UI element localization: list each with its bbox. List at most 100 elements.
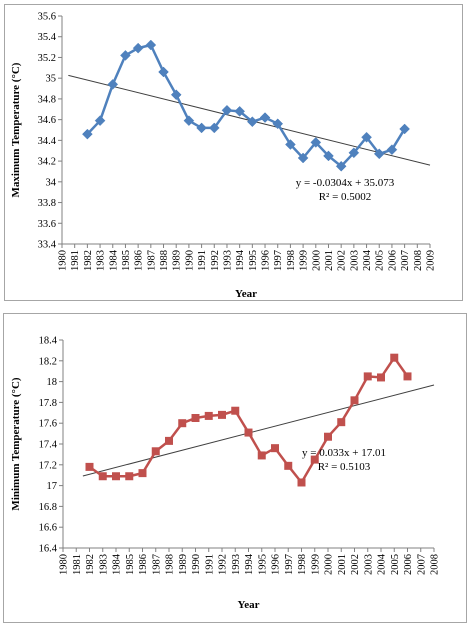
data-point (204, 411, 213, 420)
x-tick-label: 1989 (178, 554, 189, 575)
y-tick-label: 35 (46, 74, 57, 85)
min-temperature-svg: 16.4 16.6 16.8 17 17.2 17.4 17.6 17.8 18 18.2 18.4… (10, 336, 441, 612)
y-tick-label: 17.4 (39, 440, 58, 451)
x-tick-label: 1992 (218, 554, 229, 575)
x-tick-label: 2004 (362, 249, 373, 271)
y-tick-label: 35.4 (38, 32, 57, 43)
data-point (112, 472, 120, 481)
data-point (361, 131, 372, 143)
x-tick-label: 1998 (286, 250, 297, 271)
data-point (244, 428, 253, 437)
data-point (98, 472, 107, 481)
data-point (125, 472, 134, 481)
data-point (132, 42, 144, 54)
y-tick-label: 33.6 (38, 219, 56, 230)
data-point (257, 451, 266, 460)
data-point (259, 112, 271, 123)
data-point (297, 152, 309, 164)
data-point (138, 469, 147, 478)
x-axis-title: Year (238, 599, 260, 611)
data-point (335, 160, 347, 172)
data-point (170, 89, 182, 101)
y-axis-title: Maximum Temperature (°C) (10, 62, 22, 197)
trendline-equation: y = 0.033x + 17.01 (302, 447, 386, 459)
data-point (390, 353, 399, 362)
x-tick-label: 2006 (387, 250, 398, 271)
x-tick-label: 1985 (125, 554, 136, 575)
data-point (272, 118, 284, 130)
data-point (231, 406, 240, 415)
max-temperature-svg: 33.4 33.6 33.8 34 34.2 34.4 34.6 34.8 35 35.2 35.4… (10, 12, 437, 301)
y-tick-label: 34 (46, 177, 57, 188)
x-tick-label: 2009 (426, 250, 437, 271)
data-point (377, 373, 385, 382)
trendline-equation: y = -0.0304x + 35.073 (296, 177, 395, 189)
data-point (284, 461, 293, 470)
y-tick-label: 17.6 (39, 419, 57, 430)
y-tick-label: 33.4 (38, 240, 57, 251)
y-tick-label: 18.2 (39, 356, 57, 367)
y-tick-label: 18 (47, 377, 58, 388)
x-tick-label: 1997 (284, 554, 295, 575)
x-tick-label: 1995 (257, 554, 268, 575)
x-tick-label: 1994 (235, 249, 246, 271)
x-tick-label: 2007 (400, 250, 411, 271)
x-tick-label: 1990 (191, 554, 202, 575)
x-tick-label: 2006 (403, 554, 414, 575)
x-tick-label: 1982 (83, 250, 94, 271)
data-point (324, 432, 332, 441)
trendline-r2: R² = 0.5002 (319, 191, 372, 203)
x-tick-label: 1987 (146, 250, 157, 271)
data-point (178, 419, 187, 428)
x-tick-label: 1989 (172, 250, 183, 271)
y-tick-label: 34.2 (38, 157, 56, 168)
data-point (337, 418, 346, 427)
x-tick-label: 1997 (273, 250, 284, 271)
y-tick-label: 34.4 (38, 136, 57, 147)
data-point (271, 444, 279, 453)
x-tick-label: 1982 (85, 554, 96, 575)
y-tick-label: 17 (47, 481, 58, 492)
x-tick-label: 1987 (151, 554, 162, 575)
x-tick-label: 1980 (59, 554, 70, 575)
data-point (403, 372, 412, 381)
x-tick-label: 2001 (324, 250, 335, 271)
data-point (191, 414, 200, 422)
x-tick-label: 2003 (349, 250, 360, 271)
min-temperature-chart: 16.4 16.6 16.8 17 17.2 17.4 17.6 17.8 18 18.2 18.4… (0, 310, 472, 626)
y-tick-label: 35.2 (38, 53, 56, 64)
x-tick-label: 1983 (98, 554, 109, 575)
x-tick-label: 1988 (159, 250, 170, 271)
x-tick-label: 2005 (375, 250, 386, 271)
x-tick-label: 2000 (311, 250, 322, 271)
data-point (399, 123, 410, 135)
data-point (196, 122, 207, 134)
x-tick-label: 1980 (58, 250, 69, 271)
x-tick-label: 1994 (244, 553, 255, 575)
x-tick-label: 1999 (310, 554, 321, 575)
data-point (183, 115, 195, 127)
data-point (94, 115, 106, 127)
x-tick-label: 1998 (297, 554, 308, 575)
data-point (348, 147, 360, 159)
y-tick-label: 35.6 (38, 12, 56, 23)
y-tick-label: 34.8 (38, 94, 56, 105)
data-point (373, 148, 385, 160)
data-point (310, 137, 322, 148)
x-tick-label: 2001 (337, 554, 348, 575)
y-tick-label: 16.8 (39, 502, 57, 513)
y-tick-label: 33.8 (38, 198, 56, 209)
x-tick-label: 1983 (96, 250, 107, 271)
trendline-r2: R² = 0.5103 (318, 461, 371, 473)
data-point (107, 79, 119, 90)
x-tick-label: 1981 (72, 554, 83, 575)
data-point (310, 455, 319, 464)
data-point (158, 66, 169, 78)
data-point (145, 39, 157, 51)
data-point (297, 478, 306, 487)
x-tick-label: 1992 (210, 250, 221, 271)
x-tick-label: 1995 (248, 250, 259, 271)
data-point (246, 116, 258, 128)
data-point (82, 128, 93, 140)
x-tick-label: 2004 (377, 553, 388, 575)
